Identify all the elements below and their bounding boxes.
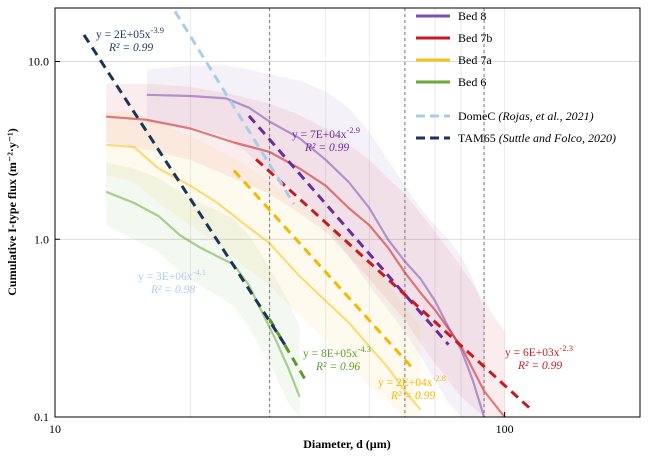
fit-r2: R² = 0.99 (304, 142, 349, 154)
legend: Bed 8 Bed 7b Bed 7a Bed 6 DomeC (Rojas, et a… (416, 9, 616, 145)
uncertainty-bands (106, 65, 505, 417)
fit-annotation-bed-7b: y = 6E+03x-2.3R² = 0.99 (505, 343, 573, 372)
fit-lines (82, 10, 533, 412)
series-line-bed-6 (105, 190, 301, 398)
band-bed-7b (106, 83, 505, 417)
fit-line-bed-7b (255, 158, 533, 412)
fit-r2: R² = 0.99 (390, 390, 435, 402)
fit-annotation-tam65: y = 2E+05x-3.9R² = 0.99 (96, 25, 164, 54)
fit-line-bed-8 (247, 114, 450, 346)
fit-r2: R² = 0.99 (108, 42, 153, 54)
legend-item-tam65: TAM65 (Suttle and Folco, 2020) (416, 131, 616, 145)
legend-label: TAM65 (Suttle and Folco, 2020) (458, 131, 616, 145)
legend-label: Bed 6 (458, 75, 486, 89)
legend-label: Bed 7a (458, 53, 492, 67)
y-tick-label: 0.1 (34, 410, 49, 424)
series-line-bed-7a (106, 143, 422, 411)
y-tick-label: 10.0 (28, 55, 49, 69)
series-lines (105, 93, 506, 418)
fit-annotation-bed-7a: y = 2E+04x-2.8R² = 0.99 (378, 373, 446, 402)
legend-label: Bed 8 (458, 9, 486, 23)
x-axis-title: Diameter, d (µm) (303, 437, 390, 451)
plot-frame (54, 7, 641, 418)
x-tick-label: 10 (49, 422, 61, 436)
legend-item-domec: DomeC (Rojas, et al., 2021) (416, 109, 594, 123)
legend-item-bed-7b: Bed 7b (416, 31, 492, 45)
legend-item-bed-8: Bed 8 (416, 9, 486, 23)
y-axis-title: Cumulative I-type flux (m⁻²·y⁻¹) (5, 128, 19, 296)
fit-r2: R² = 0.99 (517, 360, 562, 372)
fit-annotation-bed-8: y = 7E+04x-2.9R² = 0.99 (292, 125, 360, 154)
legend-label: Bed 7b (458, 31, 492, 45)
band-bed-8 (146, 65, 485, 417)
fit-annotation-bed-6: y = 8E+05x-4.3R² = 0.96 (303, 344, 371, 373)
tick-labels: 10 100 0.1 1.0 10.0 (28, 55, 514, 436)
series-line-bed-7b (106, 115, 506, 418)
y-tick-label: 1.0 (34, 232, 49, 246)
fit-line-domec (173, 10, 296, 205)
fit-equation: y = 2E+04x-2.8 (378, 373, 446, 389)
fit-equation: y = 2E+05x-3.9 (96, 25, 164, 41)
reference-lines (268, 8, 485, 417)
axes (54, 7, 641, 418)
fit-equation: y = 8E+05x-4.3 (303, 344, 371, 360)
legend-item-bed-7a: Bed 7a (416, 53, 492, 67)
fit-line-bed-6 (268, 318, 307, 381)
fit-annotation-domec: y = 3E+06x-4.1R² = 0.98 (138, 267, 206, 296)
fit-equation: y = 6E+03x-2.3 (505, 343, 573, 359)
band-bed-6 (106, 162, 300, 417)
fit-equation: y = 3E+06x-4.1 (138, 267, 206, 283)
fit-r2: R² = 0.96 (315, 361, 360, 373)
fit-line-tam65 (82, 34, 290, 351)
fit-r2: R² = 0.98 (150, 284, 195, 296)
fit-equation: y = 7E+04x-2.9 (292, 125, 360, 141)
x-tick-label: 100 (496, 422, 514, 436)
legend-label: DomeC (Rojas, et al., 2021) (458, 109, 594, 123)
legend-item-bed-6: Bed 6 (416, 75, 486, 89)
fit-annotations: y = 7E+04x-2.9R² = 0.99y = 6E+03x-2.3R² … (96, 25, 573, 402)
